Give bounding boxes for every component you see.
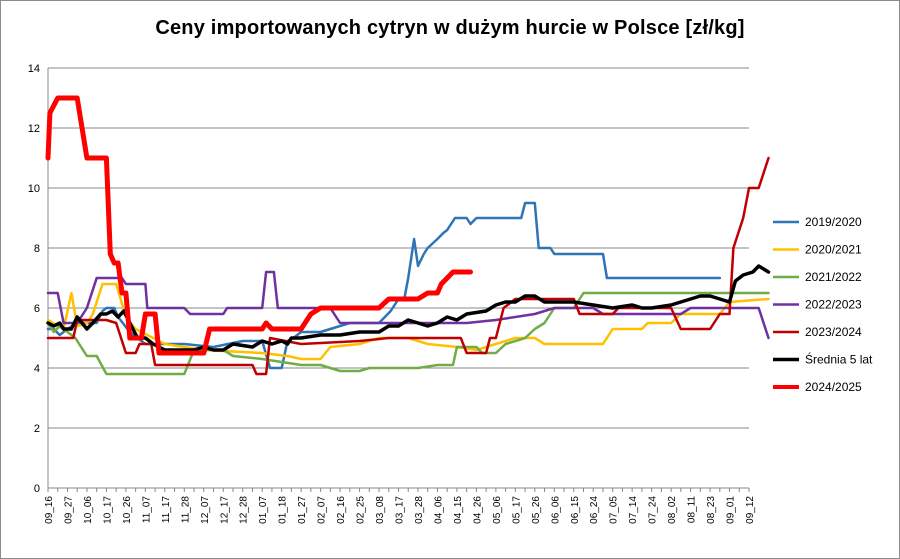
y-tick-label: 8 <box>34 243 40 255</box>
series-line-0 <box>46 201 722 370</box>
x-tick-label: 07_14 <box>628 496 639 524</box>
chart-title: Ceny importowanych cytryn w dużym hurcie… <box>155 17 745 39</box>
y-tick-label: 6 <box>34 303 40 315</box>
x-tick-label: 02_16 <box>336 496 347 524</box>
x-tick-label: 07_05 <box>609 496 620 524</box>
y-tick-label: 2 <box>34 423 40 435</box>
y-tick-label: 12 <box>28 123 40 135</box>
x-tick-label: 03_08 <box>375 496 386 524</box>
x-tick-label: 10_06 <box>83 496 94 524</box>
x-tick-label: 08_02 <box>667 496 678 524</box>
x-axis: 09_16 09_27 10_06 10_17 10_26 11_07 11_17 11_28… <box>44 68 756 524</box>
x-tick-label: 03_17 <box>395 496 406 524</box>
series-line-3 <box>46 270 770 340</box>
x-tick-label: 12_28 <box>239 496 250 524</box>
x-tick-label: 08_11 <box>687 496 698 524</box>
x-tick-label: 06_06 <box>550 496 561 524</box>
y-tick-label: 10 <box>28 183 40 195</box>
y-axis-ticks: 0 2 4 6 8 10 12 14 <box>28 63 40 495</box>
x-tick-label: 10_26 <box>122 496 133 524</box>
legend: 2019/2020 2020/2021 2021/2022 2022/2023 2023… <box>773 215 873 394</box>
x-tick-label: 09_27 <box>63 496 74 524</box>
legend-label-3: 2022/2023 <box>805 298 862 312</box>
legend-label-6: 2024/2025 <box>805 380 862 394</box>
x-tick-label: 11_07 <box>141 496 152 524</box>
x-tick-label: 09_01 <box>726 496 737 524</box>
x-tick-label: 04_06 <box>433 496 444 524</box>
x-tick-label: 06_24 <box>589 496 600 524</box>
x-tick-label: 12_17 <box>219 496 230 524</box>
y-tick-label: 4 <box>34 363 40 375</box>
x-tick-label: 11_28 <box>180 496 191 524</box>
x-tick-label: 08_23 <box>706 496 717 524</box>
x-tick-label: 04_15 <box>453 496 464 524</box>
legend-label-1: 2020/2021 <box>805 243 862 257</box>
x-tick-label: 01_27 <box>297 496 308 524</box>
x-tick-label: 09_12 <box>745 496 756 524</box>
x-tick-label: 01_07 <box>258 496 269 524</box>
series-lines <box>45 95 771 376</box>
series-line-4 <box>46 156 770 376</box>
legend-label-2: 2021/2022 <box>805 270 862 284</box>
series-line-1 <box>46 282 770 361</box>
series-line-6 <box>45 95 473 356</box>
x-tick-label: 11_17 <box>161 496 172 524</box>
x-tick-label: 05_06 <box>492 496 503 524</box>
legend-label-5: Średnia 5 lat <box>805 352 873 367</box>
x-tick-label: 05_26 <box>531 496 542 524</box>
x-tick-label: 05_17 <box>511 496 522 524</box>
series-line-5 <box>46 264 771 352</box>
x-tick-label: 04_26 <box>472 496 483 524</box>
x-tick-label: 03_28 <box>414 496 425 524</box>
x-tick-label: 12_07 <box>200 496 211 524</box>
y-tick-label: 14 <box>28 63 40 75</box>
x-tick-label: 06_15 <box>570 496 581 524</box>
legend-label-0: 2019/2020 <box>805 215 862 229</box>
series-line-2 <box>46 291 770 376</box>
legend-label-4: 2023/2024 <box>805 325 862 339</box>
x-tick-label: 07_24 <box>648 496 659 524</box>
x-tick-label: 09_16 <box>44 496 55 524</box>
y-tick-label: 0 <box>34 483 40 495</box>
x-tick-label: 01_18 <box>278 496 289 524</box>
x-tick-label: 02_25 <box>356 496 367 524</box>
x-tick-label: 10_17 <box>102 496 113 524</box>
x-tick-label: 02_07 <box>317 496 328 524</box>
